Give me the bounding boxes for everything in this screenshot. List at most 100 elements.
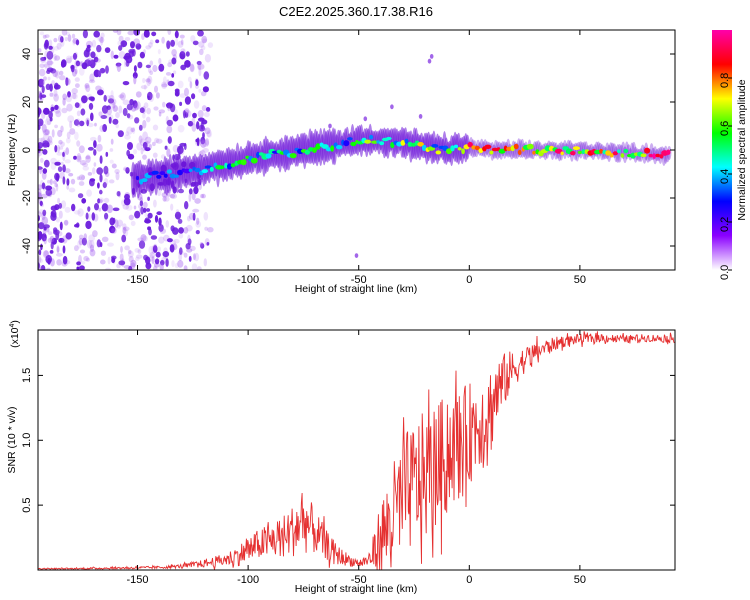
noise-blob <box>50 157 57 164</box>
noise-blob <box>99 242 103 248</box>
ridge-cell <box>491 147 499 152</box>
noise-blob <box>38 137 45 143</box>
noise-blob <box>70 178 76 185</box>
noise-blob <box>158 112 162 117</box>
spectrogram-y-axis-label: Frequency (Hz) <box>6 114 18 186</box>
ridge-cell <box>174 174 179 178</box>
noise-blob <box>149 70 154 76</box>
isolated-blob <box>354 253 359 258</box>
ridge-halo <box>615 144 621 163</box>
noise-blob <box>171 260 175 268</box>
ridge-cell <box>644 147 651 154</box>
noise-blob <box>161 81 168 89</box>
noise-blob <box>169 244 175 253</box>
noise-blob <box>188 188 193 195</box>
noise-blob <box>200 121 204 130</box>
noise-blob <box>143 102 149 109</box>
ridge-halo <box>617 144 622 163</box>
ridge-cell <box>163 173 168 178</box>
noise-blob <box>56 245 60 254</box>
noise-blob <box>195 220 202 228</box>
x-tick-label: -100 <box>237 574 259 586</box>
noise-blob <box>38 78 44 83</box>
noise-blob <box>197 30 204 37</box>
noise-blob <box>140 147 144 155</box>
noise-blob <box>67 34 72 42</box>
ridge-cell <box>390 142 395 149</box>
noise-blob <box>111 163 117 169</box>
noise-blob <box>158 217 162 226</box>
noise-blob <box>167 30 172 35</box>
noise-blob <box>81 175 85 181</box>
noise-blob <box>58 139 63 145</box>
ridge-cell <box>503 145 508 152</box>
noise-blob <box>56 42 62 50</box>
snr-y-axis-label: SNR (10 * v/v) <box>6 406 18 473</box>
noise-blob <box>103 165 109 175</box>
noise-blob <box>192 253 196 261</box>
ridge-cell <box>224 162 228 169</box>
noise-blob <box>38 124 41 131</box>
noise-blob <box>191 93 196 100</box>
x-tick-label: 50 <box>574 274 586 286</box>
isolated-blob <box>390 104 394 110</box>
noise-blob <box>44 250 49 257</box>
noise-blob <box>44 118 52 126</box>
ridge-cell <box>256 151 260 158</box>
noise-blob <box>195 79 199 86</box>
noise-blob <box>115 112 120 119</box>
ridge-cell <box>265 153 272 159</box>
noise-blob <box>89 240 95 249</box>
noise-blob <box>56 259 62 266</box>
noise-blob <box>175 37 179 46</box>
noise-blob <box>77 208 84 217</box>
noise-blob <box>44 61 48 70</box>
noise-blob <box>138 240 146 249</box>
noise-blob <box>55 173 60 182</box>
ridge-cell <box>581 149 586 155</box>
noise-blob <box>120 40 128 48</box>
noise-blob <box>177 218 183 224</box>
noise-blob <box>44 129 50 136</box>
noise-blob <box>82 30 88 39</box>
noise-blob <box>152 245 158 253</box>
noise-blob <box>154 258 160 265</box>
noise-blob <box>58 237 65 243</box>
ridge-cell <box>404 138 409 144</box>
noise-blob <box>45 189 53 196</box>
noise-blob <box>68 172 74 177</box>
noise-blob <box>179 93 186 98</box>
noise-blob <box>147 196 151 201</box>
noise-blob <box>155 138 163 144</box>
noise-blob <box>85 212 89 220</box>
noise-blob <box>134 210 141 219</box>
noise-blob <box>151 31 157 37</box>
noise-blob <box>122 226 130 232</box>
noise-blob <box>58 34 63 43</box>
noise-blob <box>95 85 102 91</box>
noise-blob <box>180 39 184 46</box>
noise-blob <box>112 30 119 33</box>
noise-blob <box>116 191 121 197</box>
x-tick-label: 50 <box>574 574 586 586</box>
noise-blob <box>111 228 116 234</box>
noise-blob <box>144 147 151 152</box>
ridge-cell <box>484 144 492 149</box>
noise-blob <box>173 238 180 244</box>
noise-blob <box>105 267 111 270</box>
noise-blob <box>122 223 127 230</box>
ridge-cell <box>350 141 357 147</box>
noise-blob <box>153 265 158 270</box>
noise-blob <box>146 77 151 87</box>
noise-blob <box>127 30 135 36</box>
noise-blob <box>89 59 96 69</box>
noise-blob <box>118 260 126 266</box>
noise-blob <box>51 237 57 245</box>
noise-blob <box>38 256 42 263</box>
noise-blob <box>73 210 81 215</box>
noise-blob <box>66 184 70 190</box>
noise-blob <box>42 142 49 148</box>
noise-blob <box>135 256 140 261</box>
noise-blob <box>127 114 134 120</box>
ridge-cell <box>215 165 223 170</box>
